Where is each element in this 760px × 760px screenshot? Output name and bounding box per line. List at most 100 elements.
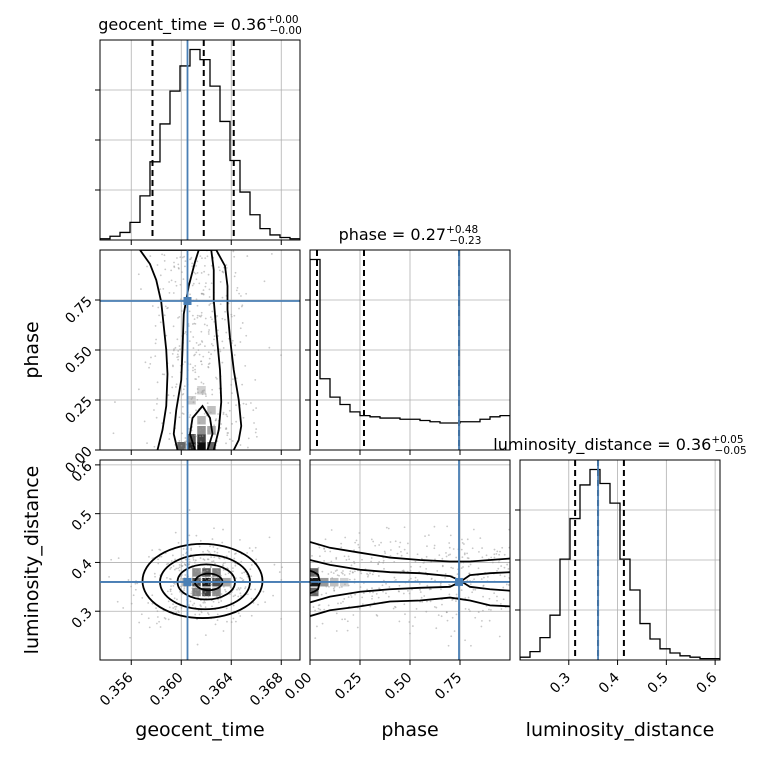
- sample-point: [448, 546, 451, 549]
- sample-point: [147, 617, 150, 620]
- sample-point: [159, 626, 162, 628]
- contour-mid: [310, 571, 510, 604]
- density-bin: [197, 386, 206, 395]
- sample-point: [200, 610, 202, 612]
- sample-point: [344, 536, 347, 539]
- sample-point: [435, 606, 438, 609]
- sample-point: [199, 315, 202, 318]
- sample-point: [213, 556, 216, 559]
- sample-point: [163, 314, 166, 317]
- sample-point: [181, 393, 184, 396]
- sample-point: [440, 588, 442, 591]
- sample-point: [230, 313, 233, 316]
- sample-point: [466, 557, 469, 559]
- sample-point: [195, 409, 197, 412]
- sample-point: [154, 342, 157, 345]
- sample-point: [172, 607, 175, 609]
- sample-point: [184, 331, 187, 333]
- sample-point: [194, 364, 197, 367]
- sample-point: [219, 303, 222, 306]
- sample-point: [179, 298, 182, 301]
- sample-point: [255, 407, 258, 409]
- sample-point: [176, 598, 178, 601]
- sample-point: [224, 573, 227, 576]
- sample-point: [189, 414, 192, 416]
- sample-point: [323, 548, 326, 550]
- sample-point: [173, 568, 176, 571]
- sample-point: [149, 255, 152, 257]
- sample-point: [206, 569, 208, 572]
- sample-point: [216, 315, 219, 317]
- sample-point: [247, 446, 249, 449]
- sample-point: [200, 272, 203, 274]
- sample-point: [210, 576, 213, 579]
- sample-point: [396, 552, 399, 555]
- sample-point: [212, 576, 215, 579]
- sample-point: [199, 435, 201, 438]
- sample-point: [181, 561, 184, 564]
- sample-point: [462, 566, 464, 568]
- sample-point: [202, 558, 205, 561]
- x-tick-label-phase: 0.00: [282, 670, 315, 703]
- sample-point: [446, 525, 449, 528]
- sample-point: [441, 603, 443, 606]
- panels-layer: [95, 39, 721, 665]
- sample-point: [235, 577, 237, 579]
- sample-point: [178, 345, 181, 347]
- sample-point: [231, 378, 234, 381]
- sample-point: [112, 432, 115, 435]
- sample-point: [201, 435, 204, 437]
- sample-point: [437, 614, 440, 617]
- sample-point: [327, 604, 330, 607]
- sample-point: [178, 440, 181, 442]
- sample-point: [425, 610, 428, 613]
- sample-point: [320, 593, 323, 596]
- sample-point: [193, 318, 196, 321]
- sample-point: [231, 422, 233, 425]
- sample-point: [204, 577, 207, 580]
- sample-point: [165, 563, 168, 566]
- sample-point: [332, 572, 335, 575]
- sample-point: [207, 351, 210, 354]
- sample-point: [380, 541, 382, 544]
- sample-point: [192, 401, 195, 404]
- sample-point: [488, 597, 491, 600]
- sample-point: [497, 567, 500, 570]
- sample-point: [231, 339, 234, 342]
- sample-point: [157, 558, 159, 561]
- sample-point: [214, 623, 217, 626]
- sample-point: [194, 588, 197, 591]
- sample-point: [175, 567, 178, 570]
- sample-point: [177, 263, 180, 266]
- sample-point: [191, 323, 194, 325]
- sample-point: [138, 621, 141, 624]
- sample-point: [438, 554, 441, 557]
- sample-point: [222, 569, 225, 571]
- sample-point: [361, 603, 364, 606]
- sample-point: [323, 559, 326, 562]
- sample-point: [169, 412, 172, 414]
- sample-point: [337, 602, 339, 605]
- sample-point: [169, 588, 172, 591]
- sample-point: [338, 574, 340, 577]
- sample-point: [481, 547, 483, 549]
- sample-point: [134, 582, 137, 585]
- density-bin: [197, 416, 206, 425]
- sample-point: [233, 275, 236, 278]
- sample-point: [370, 560, 373, 563]
- sample-point: [178, 563, 181, 566]
- sample-point: [219, 350, 222, 353]
- sample-point: [215, 590, 218, 593]
- sample-point: [222, 562, 225, 565]
- sample-point: [232, 570, 234, 573]
- sample-point: [395, 578, 397, 581]
- sample-point: [221, 317, 224, 320]
- sample-point: [491, 561, 494, 564]
- sample-point: [377, 563, 379, 566]
- sample-point: [346, 620, 349, 623]
- sample-point: [171, 554, 174, 557]
- sample-point: [151, 602, 154, 605]
- sample-point: [496, 550, 499, 553]
- sample-point: [330, 571, 333, 574]
- sample-point: [136, 582, 139, 585]
